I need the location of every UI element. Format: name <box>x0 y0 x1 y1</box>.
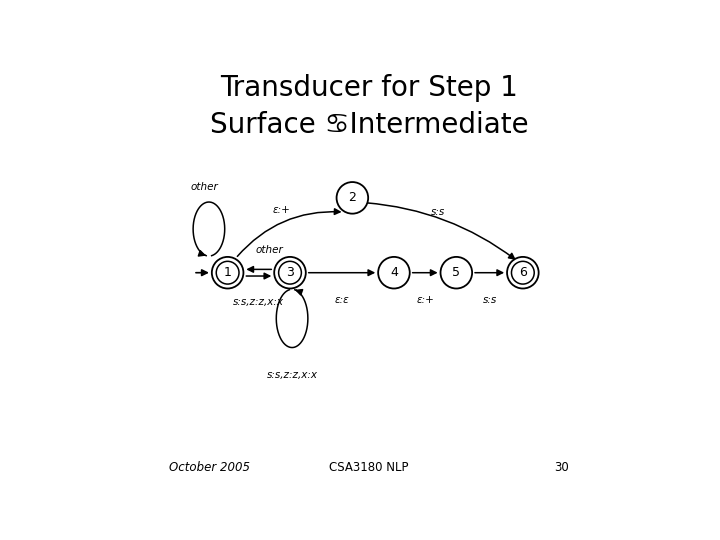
Circle shape <box>336 182 368 214</box>
Text: ε:+: ε:+ <box>416 295 434 305</box>
Text: s:s,z:z,x:x: s:s,z:z,x:x <box>266 370 318 380</box>
Text: 2: 2 <box>348 191 356 204</box>
Text: ε:+: ε:+ <box>273 205 291 215</box>
Circle shape <box>441 257 472 288</box>
Circle shape <box>378 257 410 288</box>
Circle shape <box>212 257 243 288</box>
Text: ε:ε: ε:ε <box>335 295 349 305</box>
Text: October 2005: October 2005 <box>169 461 251 474</box>
Text: CSA3180 NLP: CSA3180 NLP <box>329 461 409 474</box>
Circle shape <box>507 257 539 288</box>
Text: s:s: s:s <box>482 295 497 305</box>
Text: other: other <box>256 245 283 255</box>
Text: 30: 30 <box>554 461 569 474</box>
Text: 4: 4 <box>390 266 398 279</box>
Text: s:s,z:z,x:x: s:s,z:z,x:x <box>233 297 284 307</box>
Text: Surface ♋Intermediate: Surface ♋Intermediate <box>210 111 528 139</box>
Text: s:s: s:s <box>431 207 445 218</box>
Text: 5: 5 <box>452 266 460 279</box>
Text: Transducer for Step 1: Transducer for Step 1 <box>220 73 518 102</box>
Text: other: other <box>191 181 219 192</box>
Text: 1: 1 <box>224 266 232 279</box>
Text: 3: 3 <box>286 266 294 279</box>
Circle shape <box>274 257 306 288</box>
Text: 6: 6 <box>519 266 527 279</box>
